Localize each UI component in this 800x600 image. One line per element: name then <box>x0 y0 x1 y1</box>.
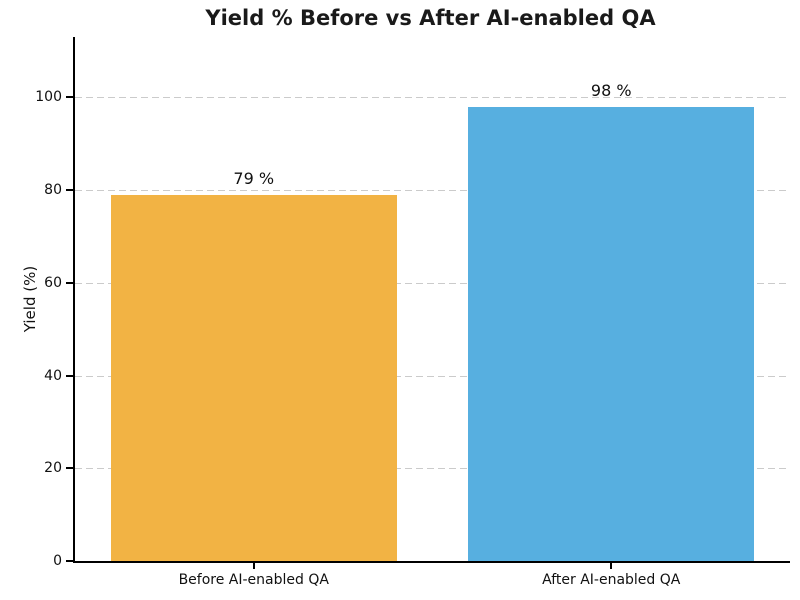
bar <box>110 194 397 561</box>
y-tick <box>66 560 73 562</box>
y-axis-label: Yield (%) <box>21 265 39 333</box>
y-tick <box>66 281 73 284</box>
y-tick-label: 0 <box>53 553 62 569</box>
y-tick-label: 40 <box>44 367 62 384</box>
y-tick <box>66 189 73 192</box>
bar <box>468 106 755 561</box>
x-tick-label: After AI-enabled QA <box>542 572 681 588</box>
y-tick-label: 80 <box>44 182 62 199</box>
y-tick <box>66 96 73 99</box>
gridline <box>75 190 790 192</box>
gridline <box>75 375 790 377</box>
y-tick-label: 20 <box>44 460 62 477</box>
plot-area: 0 20 40 60 80 100 79 % Before AI-enabled QA 98 %… <box>35 37 790 588</box>
x-tick <box>252 563 255 569</box>
x-tick-label: Before AI-enabled QA <box>178 572 329 588</box>
bar-value-label: 98 % <box>590 80 632 100</box>
y-tick-label: 60 <box>44 274 62 291</box>
gridline <box>75 282 790 284</box>
gridline <box>75 97 790 99</box>
chart-title: Yield % Before vs After AI-enabled QA <box>205 6 656 30</box>
x-tick <box>610 563 613 569</box>
gridline <box>75 468 790 470</box>
y-tick <box>66 374 73 377</box>
bar-value-label: 79 % <box>233 168 275 188</box>
y-tick <box>66 467 73 470</box>
y-tick-label: 100 <box>35 89 62 106</box>
